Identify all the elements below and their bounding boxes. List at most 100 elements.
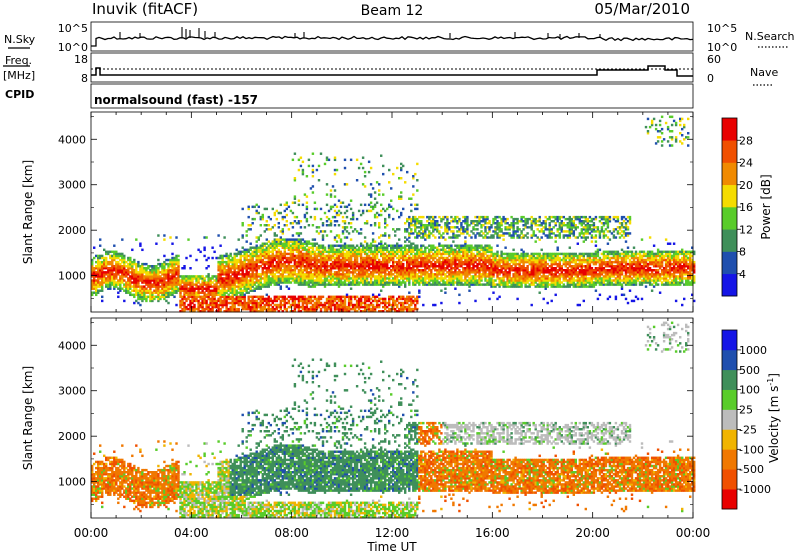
heatmap-cell	[255, 279, 258, 282]
heatmap-cell	[418, 254, 421, 258]
heatmap-cell	[420, 244, 423, 247]
heatmap-cell	[297, 222, 301, 225]
heatmap-cell	[263, 260, 267, 264]
heatmap-cell	[227, 285, 230, 288]
heatmap-cell	[406, 273, 409, 276]
heatmap-cell	[271, 246, 275, 249]
heatmap-cell	[438, 248, 441, 252]
heatmap-cell	[125, 273, 128, 276]
heatmap-cell	[181, 303, 184, 307]
heatmap-cell	[305, 242, 309, 245]
heatmap-cell	[343, 236, 347, 239]
heatmap-cell	[323, 277, 327, 280]
heatmap-cell	[225, 310, 228, 313]
heatmap-cell	[388, 283, 391, 286]
heatmap-cell	[109, 275, 112, 278]
heatmap-cell	[161, 265, 164, 268]
heatmap-cell	[448, 236, 451, 239]
heatmap-cell	[183, 295, 186, 299]
heatmap-cell	[281, 246, 285, 249]
heatmap-cell	[255, 299, 258, 303]
heatmap-cell	[289, 250, 293, 254]
heatmap-cell	[107, 269, 110, 272]
heatmap-cell	[245, 283, 248, 286]
heatmap-cell	[185, 277, 188, 280]
heatmap-cell	[311, 275, 315, 278]
heatmap-cell	[257, 260, 261, 264]
heatmap-cell	[343, 242, 347, 245]
heatmap-cell	[353, 295, 357, 299]
heatmap-cell	[183, 277, 186, 280]
heatmap-cell	[211, 299, 214, 303]
heatmap-cell	[392, 254, 395, 258]
heatmap-cell	[323, 281, 327, 284]
heatmap-cell	[363, 260, 367, 264]
heatmap-cell	[359, 277, 363, 280]
heatmap-cell	[285, 246, 289, 249]
heatmap-cell	[277, 256, 281, 260]
heatmap-cell	[261, 252, 265, 256]
heatmap-cell	[496, 271, 499, 274]
heatmap-cell	[297, 299, 301, 303]
heatmap-cell	[325, 301, 329, 305]
heatmap-cell	[163, 293, 166, 297]
heatmap-cell	[293, 307, 297, 311]
heatmap-cell	[235, 260, 238, 264]
heatmap-cell	[418, 232, 421, 235]
heatmap-cell	[410, 248, 413, 252]
heatmap-cell	[414, 252, 417, 256]
heatmap-cell	[400, 267, 403, 270]
heatmap-cell	[386, 256, 389, 260]
heatmap-cell	[157, 299, 160, 303]
heatmap-cell	[341, 220, 345, 223]
heatmap-cell	[329, 224, 333, 227]
heatmap-cell	[283, 209, 287, 213]
heatmap-cell	[406, 277, 409, 280]
heatmap-cell	[221, 299, 224, 303]
heatmap-cell	[293, 177, 297, 180]
heatmap-cell	[319, 265, 323, 268]
heatmap-cell	[197, 295, 200, 299]
heatmap-cell	[239, 258, 242, 262]
heatmap-cell	[321, 256, 325, 260]
heatmap-cell	[231, 267, 234, 270]
heatmap-cell	[371, 244, 375, 247]
heatmap-cell	[193, 283, 196, 286]
heatmap-cell	[329, 295, 333, 299]
heatmap-cell	[287, 271, 291, 274]
heatmap-cell	[382, 246, 385, 249]
heatmap-cell	[365, 260, 369, 264]
heatmap-cell	[313, 267, 317, 270]
heatmap-cell	[420, 226, 423, 229]
heatmap-cell	[273, 258, 277, 262]
heatmap-cell	[195, 293, 198, 297]
heatmap-cell	[343, 260, 347, 264]
heatmap-cell	[227, 273, 230, 276]
heatmap-cell	[452, 236, 455, 239]
heatmap-cell	[265, 252, 269, 256]
heatmap-cell	[137, 297, 140, 301]
heatmap-cell	[261, 215, 265, 219]
heatmap-cell	[305, 250, 309, 254]
heatmap-cell	[329, 305, 333, 309]
heatmap-cell	[402, 271, 405, 274]
heatmap-cell	[305, 283, 309, 286]
heatmap-cell	[353, 252, 357, 256]
heatmap-cell	[333, 281, 337, 284]
heatmap-cell	[137, 281, 140, 284]
heatmap-cell	[207, 281, 210, 284]
heatmap-cell	[93, 279, 96, 282]
heatmap-cell	[349, 277, 353, 280]
heatmap-cell	[339, 310, 343, 313]
heatmap-cell	[253, 275, 256, 278]
heatmap-cell	[369, 244, 373, 247]
heatmap-cell	[416, 252, 419, 256]
heatmap-cell	[315, 279, 319, 282]
heatmap-cell	[380, 275, 383, 278]
heatmap-cell	[305, 256, 309, 260]
heatmap-cell	[195, 291, 198, 294]
heatmap-cell	[418, 250, 421, 254]
heatmap-cell	[361, 310, 365, 313]
heatmap-cell	[410, 246, 413, 249]
heatmap-cell	[249, 246, 252, 249]
